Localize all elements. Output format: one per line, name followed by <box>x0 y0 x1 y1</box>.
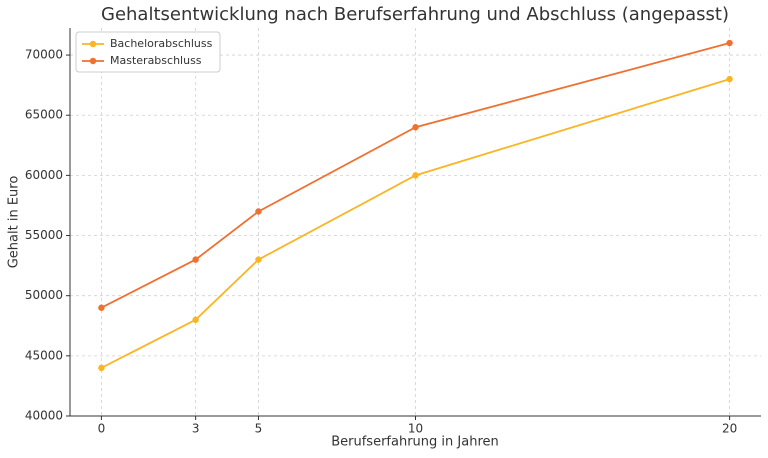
x-tick-label: 0 <box>98 422 106 436</box>
y-tick-label: 70000 <box>25 48 63 62</box>
point <box>255 256 262 263</box>
legend-box <box>75 31 221 73</box>
chart-title: Gehaltsentwicklung nach Berufserfahrung … <box>101 4 729 25</box>
y-axis-label: Gehalt in Euro <box>7 176 22 269</box>
legend-marker <box>89 40 97 48</box>
y-tick-label: 50000 <box>25 288 63 302</box>
y-tick-label: 60000 <box>25 168 63 182</box>
y-tick-label: 65000 <box>25 108 63 122</box>
legend-label: Masterabschluss <box>110 54 202 67</box>
legend-label: Bachelorabschluss <box>110 37 213 50</box>
legend-marker <box>89 57 97 65</box>
x-tick-label: 10 <box>408 422 423 436</box>
x-tick-label: 20 <box>722 422 737 436</box>
y-tick-label: 55000 <box>25 228 63 242</box>
point <box>192 256 199 263</box>
point <box>255 208 262 215</box>
point <box>412 172 419 179</box>
point <box>726 39 733 47</box>
y-tick-label: 45000 <box>25 348 63 362</box>
point <box>98 304 105 311</box>
y-tick-label: 40000 <box>25 409 63 423</box>
point <box>412 124 419 131</box>
point <box>98 364 105 372</box>
point <box>726 75 733 83</box>
point <box>192 316 199 323</box>
x-tick-label: 5 <box>255 422 263 436</box>
x-axis-label: Berufserfahrung in Jahren <box>331 435 499 450</box>
x-tick-label: 3 <box>192 422 200 436</box>
